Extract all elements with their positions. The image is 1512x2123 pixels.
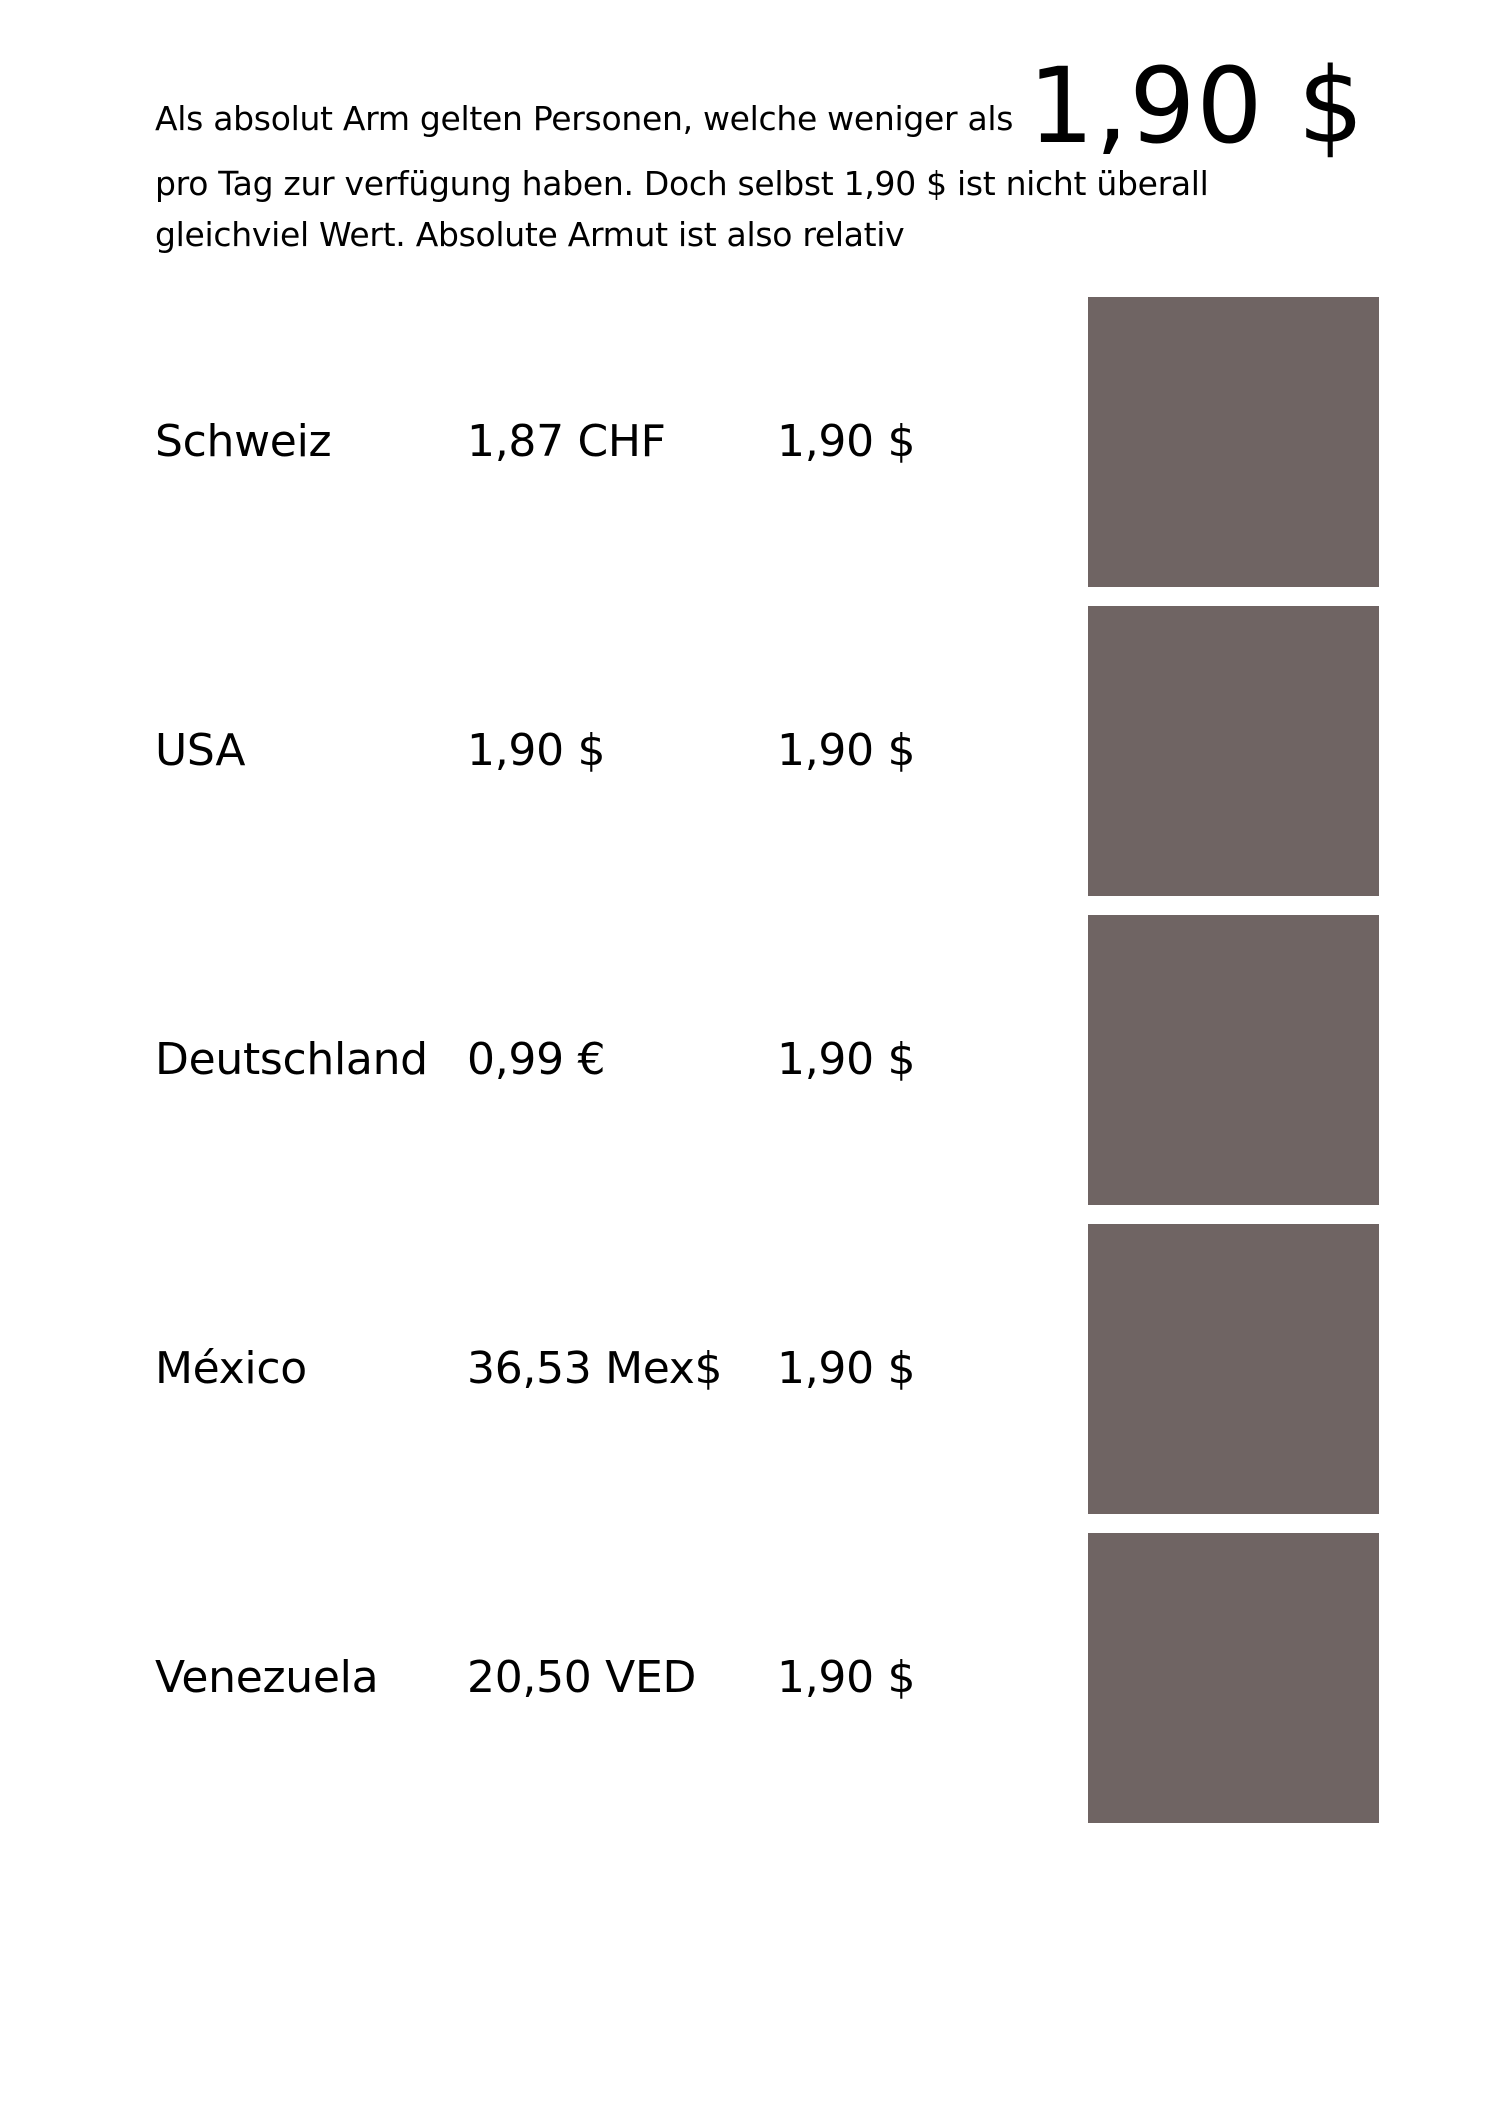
row-local-amount: 1,87 CHF bbox=[467, 416, 666, 467]
intro-paragraph: Als absolut Arm gelten Personen, welche … bbox=[155, 54, 1364, 260]
row-local-amount: 20,50 VED bbox=[467, 1652, 697, 1703]
row-country: Deutschland bbox=[155, 1034, 428, 1085]
country-image-placeholder bbox=[1088, 1224, 1379, 1514]
country-image-placeholder bbox=[1088, 915, 1379, 1205]
row-usd-amount: 1,90 $ bbox=[777, 1034, 916, 1085]
row-local-amount: 0,99 € bbox=[467, 1034, 606, 1085]
intro-line-3: gleichviel Wert. Absolute Armut ist also… bbox=[155, 215, 905, 254]
row-country: Schweiz bbox=[155, 416, 332, 467]
row-local-amount: 1,90 $ bbox=[467, 725, 606, 776]
country-image-placeholder bbox=[1088, 297, 1379, 587]
row-usd-amount: 1,90 $ bbox=[777, 416, 916, 467]
highlight-amount: 1,90 $ bbox=[1028, 45, 1365, 167]
row-country: Venezuela bbox=[155, 1652, 379, 1703]
country-image-placeholder bbox=[1088, 1533, 1379, 1823]
row-usd-amount: 1,90 $ bbox=[777, 1652, 916, 1703]
intro-line-2: pro Tag zur verfügung haben. Doch selbst… bbox=[155, 164, 1209, 203]
row-local-amount: 36,53 Mex$ bbox=[467, 1343, 723, 1394]
row-country: USA bbox=[155, 725, 246, 776]
row-usd-amount: 1,90 $ bbox=[777, 1343, 916, 1394]
row-usd-amount: 1,90 $ bbox=[777, 725, 916, 776]
intro-lead-text: Als absolut Arm gelten Personen, welche … bbox=[155, 99, 1014, 138]
intro-line-1: Als absolut Arm gelten Personen, welche … bbox=[155, 54, 1364, 158]
row-country: México bbox=[155, 1343, 307, 1394]
country-image-placeholder bbox=[1088, 606, 1379, 896]
